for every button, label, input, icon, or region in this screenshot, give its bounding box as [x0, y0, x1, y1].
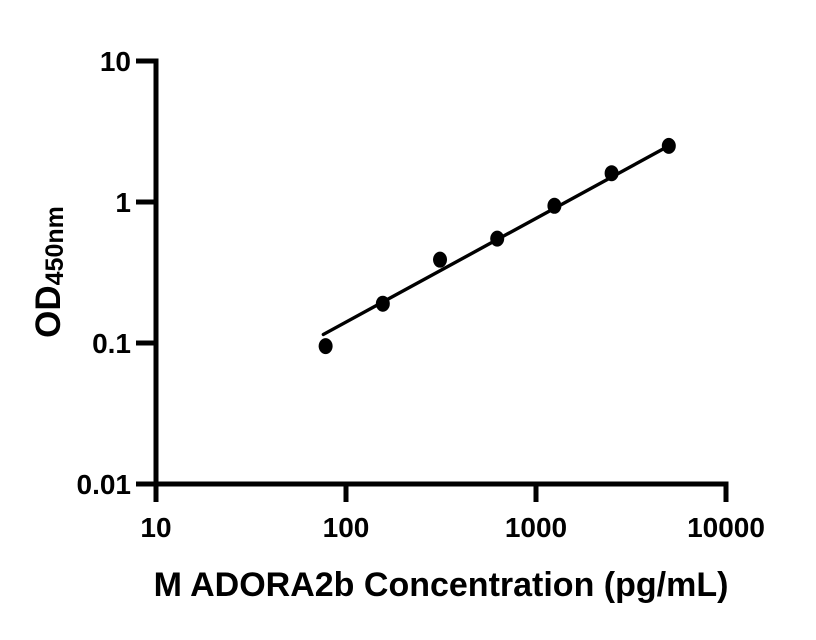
data-point: [547, 197, 562, 214]
y-tick-label: 10: [100, 46, 131, 77]
tick-labels: 10 100 1000 10000 10 1 0.1 0.01: [77, 46, 765, 543]
y-axis-title-main: OD: [29, 285, 68, 338]
x-axis-title: M ADORA2b Concentration (pg/mL): [154, 566, 729, 604]
data-point: [490, 230, 505, 247]
data-point: [318, 338, 333, 355]
x-tick-label: 1000: [505, 512, 567, 543]
data-point: [604, 165, 619, 182]
data-point: [375, 295, 390, 312]
axes: [136, 58, 729, 502]
data-series: [318, 137, 676, 355]
y-axis-title: OD450nm: [29, 206, 69, 338]
data-point: [433, 251, 448, 268]
y-tick-label: 0.1: [92, 328, 131, 359]
y-axis-title-subscript: 450nm: [41, 206, 69, 285]
x-tick-label: 10: [140, 512, 171, 543]
x-tick-label: 10000: [687, 512, 765, 543]
y-tick-label: 1: [115, 187, 131, 218]
x-tick-label: 100: [323, 512, 370, 543]
y-tick-label: 0.01: [77, 469, 132, 500]
data-point: [661, 137, 676, 154]
